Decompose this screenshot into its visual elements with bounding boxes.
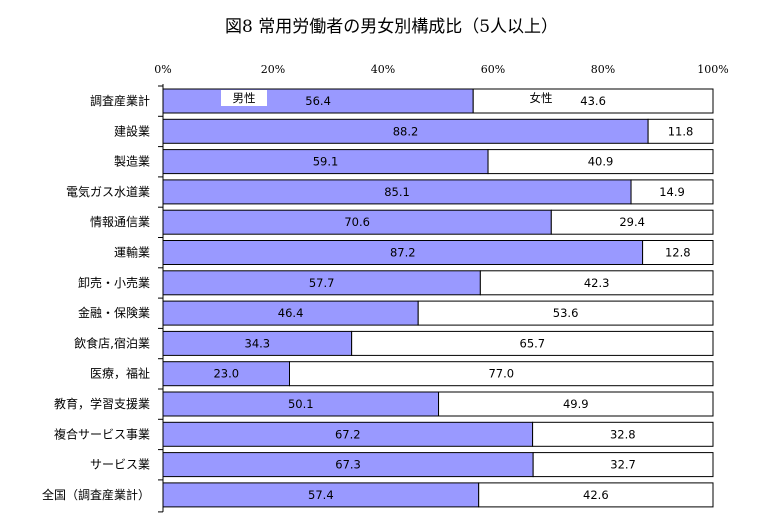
data-label-female: 29.4 (619, 215, 645, 229)
bar-segment-female (647, 118, 714, 144)
x-tick-label: 60% (481, 63, 505, 76)
data-label-male: 57.4 (308, 488, 334, 502)
bar-segment-female (642, 240, 714, 265)
category-label: 金融・保険業 (78, 305, 150, 320)
legend-box (221, 90, 267, 106)
bar-segment-male (162, 482, 480, 508)
data-label-male: 70.6 (344, 215, 370, 229)
data-label-male: 59.1 (313, 155, 339, 169)
bar-segment-female (487, 149, 714, 175)
x-tick-label: 0% (154, 63, 171, 76)
bar-segment-male (162, 270, 481, 296)
bar-segment-female (417, 300, 714, 326)
category-label: 情報通信業 (90, 215, 150, 229)
bar-segment-male (162, 361, 290, 387)
data-label-male: 23.0 (213, 367, 239, 381)
chart-title: 図8 常用労働者の男女別構成比（5人以上） (224, 17, 559, 37)
data-label-male: 56.4 (305, 94, 331, 108)
bar-segment-female (289, 361, 714, 387)
data-label-female: 53.6 (553, 306, 579, 320)
bar-segment-female (550, 209, 714, 235)
category-label: 教育，学習支援業 (54, 396, 150, 411)
data-label-female: 11.8 (668, 124, 694, 138)
category-label: 調査産業計 (90, 93, 150, 108)
data-label-male: 88.2 (393, 124, 419, 138)
data-label-male: 50.1 (288, 397, 314, 411)
data-label-female: 42.3 (584, 276, 610, 290)
legend-box (518, 90, 564, 106)
data-label-male: 67.2 (335, 427, 361, 441)
bar-segment-male (162, 88, 474, 114)
bar-segment-female (479, 270, 714, 296)
data-label-female: 12.8 (665, 246, 691, 260)
category-label: 製造業 (114, 155, 150, 169)
data-label-female: 32.7 (610, 458, 636, 472)
category-label: 医療，福祉 (90, 366, 150, 381)
bar-segment-male (162, 179, 632, 205)
category-label: 電気ガス水道業 (66, 184, 150, 199)
data-label-female: 49.9 (563, 397, 589, 411)
data-label-female: 43.6 (580, 94, 606, 108)
category-label: 建設業 (114, 123, 150, 138)
data-label-male: 57.7 (309, 276, 335, 290)
bar-segment-female (532, 452, 714, 478)
category-label: 複合サービス事業 (54, 426, 150, 441)
category-label: 全国（調査産業計） (42, 487, 150, 502)
legend-entry: 女性 (530, 91, 553, 105)
data-label-female: 40.9 (588, 155, 614, 169)
x-tick-label: 40% (371, 63, 395, 76)
bar-segment-female (438, 391, 714, 417)
bar-segment-female (532, 421, 714, 447)
data-label-female: 42.6 (583, 488, 609, 502)
x-tick-label: 100% (697, 63, 728, 76)
x-tick-label: 20% (261, 63, 285, 76)
data-label-female: 77.0 (488, 367, 514, 381)
bar-segment-female (472, 88, 714, 114)
data-label-female: 65.7 (520, 336, 546, 350)
x-tick-label: 80% (591, 63, 615, 76)
data-label-male: 34.3 (245, 336, 271, 350)
data-label-male: 46.4 (278, 306, 304, 320)
data-label-female: 14.9 (659, 185, 685, 199)
category-label: 卸売・小売業 (78, 275, 150, 290)
data-label-female: 32.8 (610, 427, 636, 441)
bar-segment-female (351, 330, 714, 356)
bar-segment-male (162, 149, 489, 175)
data-label-male: 67.3 (335, 458, 361, 472)
legend-entry: 男性 (233, 91, 256, 105)
category-label: 運輸業 (114, 245, 150, 260)
bar-segment-male (162, 330, 353, 356)
data-label-male: 85.1 (384, 185, 410, 199)
bar-segment-male (162, 300, 419, 326)
bar-segment-male (162, 118, 649, 144)
bar-segment-female (478, 482, 714, 508)
category-label: 飲食店,宿泊業 (74, 335, 150, 350)
bar-segment-female (630, 179, 714, 205)
data-label-male: 87.2 (390, 246, 416, 260)
bar-segment-male (162, 391, 440, 417)
category-label: サービス業 (90, 458, 150, 472)
bar-segment-male (162, 240, 644, 265)
